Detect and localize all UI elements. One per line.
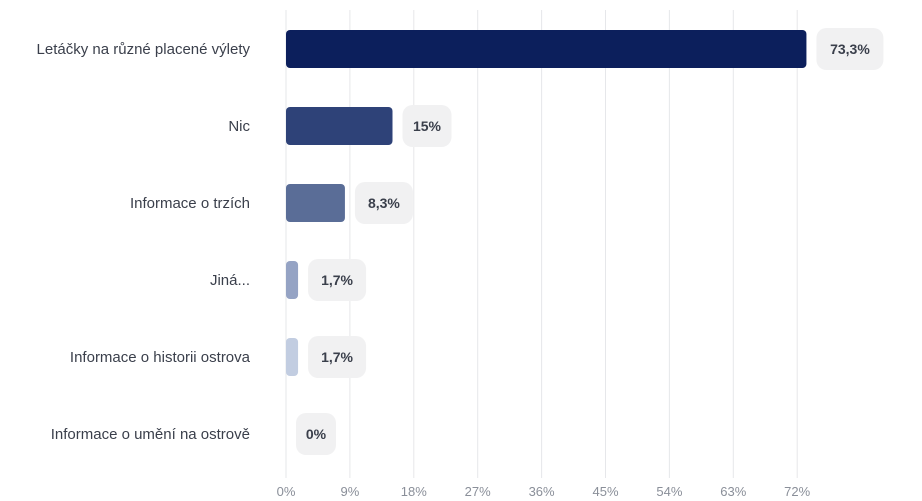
category-label: Letáčky na různé placené výlety bbox=[37, 41, 251, 58]
x-tick-label: 0% bbox=[277, 484, 296, 499]
value-badge bbox=[308, 259, 367, 301]
x-tick-label: 63% bbox=[720, 484, 746, 499]
data-label: 0% bbox=[306, 426, 327, 442]
data-label: 73,3% bbox=[830, 41, 870, 57]
category-label: Nic bbox=[228, 118, 250, 135]
value-badge bbox=[354, 182, 413, 224]
bar[interactable] bbox=[286, 184, 345, 222]
data-label: 8,3% bbox=[368, 195, 400, 211]
value-badge bbox=[816, 28, 884, 70]
x-tick-label: 72% bbox=[784, 484, 810, 499]
x-tick-label: 45% bbox=[592, 484, 618, 499]
value-badge bbox=[402, 105, 452, 147]
x-tick-label: 18% bbox=[401, 484, 427, 499]
x-tick-label: 9% bbox=[341, 484, 360, 499]
data-label: 1,7% bbox=[321, 272, 353, 288]
data-label: 1,7% bbox=[321, 349, 353, 365]
bar[interactable] bbox=[286, 30, 807, 68]
category-label: Jiná... bbox=[210, 272, 250, 289]
value-badge bbox=[296, 413, 336, 455]
x-tick-label: 54% bbox=[656, 484, 682, 499]
x-axis-ticks: 0% 9% 18% 27% 36% 45% 54% 63% 72% bbox=[277, 484, 811, 499]
labels-layer: Letáčky na různé placené výlety 73,3% Nic 1… bbox=[37, 28, 884, 455]
x-tick-label: 36% bbox=[529, 484, 555, 499]
value-badge bbox=[308, 336, 367, 378]
bar[interactable] bbox=[286, 261, 299, 299]
bar[interactable] bbox=[286, 338, 299, 376]
data-label: 15% bbox=[413, 118, 442, 134]
category-label: Informace o historii ostrova bbox=[70, 349, 251, 366]
bar[interactable] bbox=[286, 107, 393, 145]
bars-layer bbox=[286, 30, 807, 376]
category-label: Informace o trzích bbox=[130, 195, 250, 212]
x-tick-label: 27% bbox=[465, 484, 491, 499]
category-label: Informace o umění na ostrově bbox=[51, 426, 250, 443]
grid-layer bbox=[285, 10, 798, 478]
